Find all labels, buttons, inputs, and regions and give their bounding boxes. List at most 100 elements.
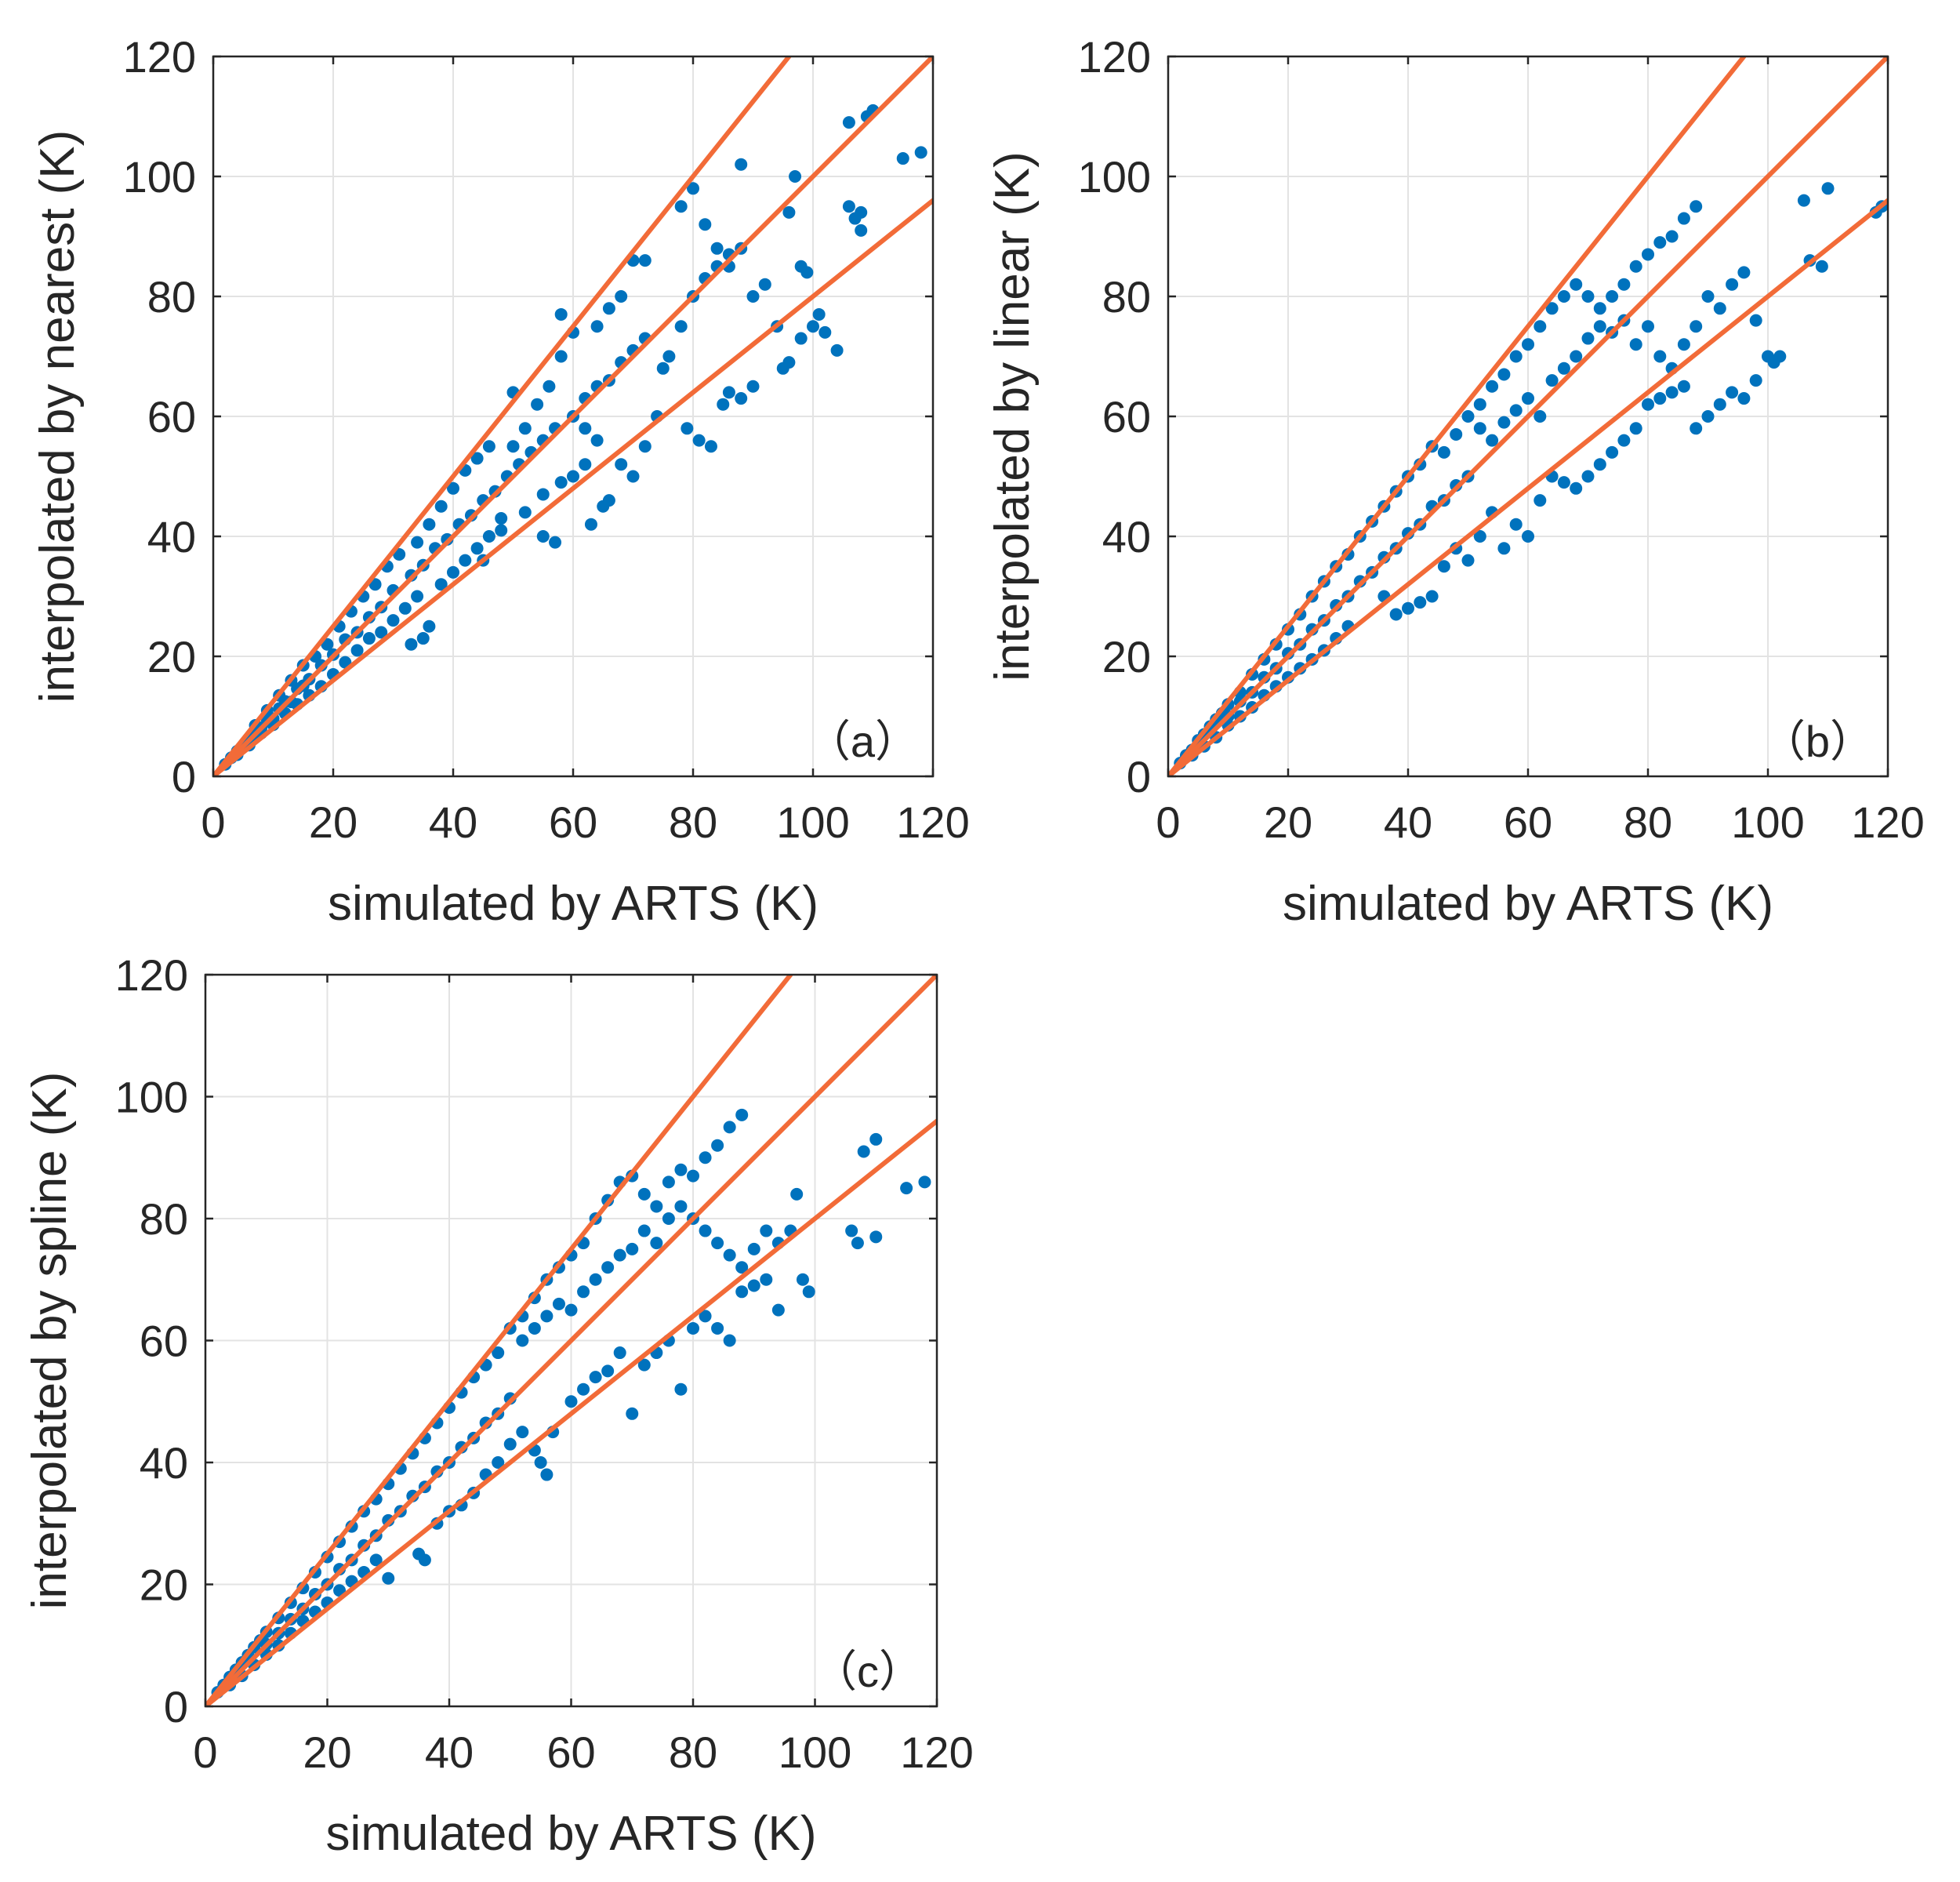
data-point — [382, 1571, 395, 1585]
data-point — [681, 422, 694, 435]
data-point — [1473, 398, 1486, 411]
data-point — [1749, 314, 1762, 327]
data-point — [423, 619, 436, 633]
data-point — [1486, 434, 1499, 447]
data-point — [1653, 392, 1667, 405]
data-point — [1726, 278, 1739, 291]
data-point — [589, 1371, 602, 1384]
x-tick-label: 120 — [896, 797, 969, 847]
data-point — [434, 500, 448, 513]
data-point — [1749, 374, 1762, 387]
data-point — [638, 254, 652, 267]
y-tick-label: 0 — [1127, 752, 1151, 801]
panel-label: （b） — [1762, 717, 1874, 766]
data-point — [1821, 182, 1835, 195]
data-point — [1570, 278, 1583, 291]
data-point — [851, 1237, 864, 1250]
data-point — [423, 518, 436, 531]
data-point — [601, 1261, 615, 1274]
data-point — [516, 1426, 529, 1439]
data-point — [369, 1553, 383, 1567]
data-point — [579, 458, 592, 471]
panel-label: （a） — [807, 717, 919, 766]
reference-lines — [1168, 56, 1888, 776]
data-point — [362, 632, 376, 645]
data-point — [758, 278, 771, 291]
data-point — [1534, 410, 1547, 423]
data-point — [1414, 596, 1427, 609]
chart-panel-1: 0 20 40 60 80 100 120 0 20 40 60 80 100 120 simulated … — [31, 32, 970, 931]
data-point — [1402, 601, 1414, 615]
x-tick-label: 0 — [201, 797, 225, 847]
data-point — [1557, 476, 1570, 489]
data-point — [1509, 518, 1523, 531]
data-point — [842, 200, 855, 213]
data-point — [1642, 320, 1654, 333]
data-point — [1701, 410, 1715, 423]
data-point — [807, 320, 819, 333]
y-tick-label: 80 — [140, 1194, 188, 1244]
y-tick-label: 20 — [147, 632, 196, 681]
data-point — [735, 392, 748, 405]
data-point — [531, 398, 544, 411]
data-point — [711, 1321, 724, 1335]
data-point — [692, 434, 706, 447]
data-point — [1677, 380, 1690, 393]
data-point — [1497, 542, 1511, 555]
data-point — [528, 1321, 541, 1335]
y-tick-label: 100 — [1078, 152, 1151, 202]
y-axis-label: interpolated by spline (K) — [23, 1072, 77, 1610]
data-point — [411, 536, 424, 549]
data-point — [1797, 194, 1810, 207]
reference-lines — [213, 56, 933, 776]
data-point — [699, 218, 712, 231]
data-point — [1593, 320, 1606, 333]
data-point — [626, 1407, 639, 1420]
x-tick-label: 0 — [193, 1728, 217, 1777]
reference-line-1 — [205, 975, 793, 1706]
data-point — [1570, 350, 1583, 363]
data-point — [1461, 410, 1475, 423]
data-point — [1557, 290, 1570, 303]
data-point — [613, 1346, 626, 1360]
data-point — [411, 590, 424, 603]
x-tick-label: 60 — [549, 797, 597, 847]
data-point — [1690, 200, 1703, 213]
x-tick-label: 0 — [1156, 797, 1180, 847]
x-tick-label: 60 — [1504, 797, 1552, 847]
x-tick-label: 120 — [900, 1728, 973, 1777]
data-point — [869, 1230, 883, 1244]
data-point — [782, 356, 796, 369]
chart-panel-3: 0 20 40 60 80 100 120 0 20 40 60 80 100 120 simulated … — [23, 950, 974, 1861]
data-point — [637, 1358, 651, 1372]
data-point — [626, 1242, 639, 1255]
data-point — [434, 578, 448, 591]
data-point — [1473, 530, 1486, 543]
data-point — [1617, 278, 1631, 291]
y-tick-label: 100 — [115, 1073, 188, 1122]
y-tick-label: 60 — [147, 392, 196, 441]
data-point — [735, 1108, 749, 1121]
y-tick-label: 120 — [115, 950, 188, 1000]
data-point — [516, 1334, 529, 1347]
data-point — [900, 1182, 913, 1195]
data-point — [723, 1248, 736, 1262]
data-point — [482, 440, 495, 453]
data-point — [735, 1285, 749, 1299]
data-point — [842, 116, 855, 129]
data-point — [699, 1151, 712, 1164]
y-tick-label: 80 — [147, 272, 196, 322]
data-point — [350, 644, 364, 657]
data-point — [1713, 398, 1726, 411]
data-point — [802, 1285, 815, 1299]
data-point — [1653, 350, 1667, 363]
data-point — [796, 1273, 809, 1286]
data-point — [602, 494, 615, 507]
data-point — [896, 152, 909, 165]
x-tick-label: 60 — [546, 1728, 595, 1777]
data-point — [914, 146, 927, 159]
data-point — [735, 1261, 749, 1274]
data-point — [746, 290, 760, 303]
data-point — [615, 458, 628, 471]
reference-line-2 — [213, 56, 933, 776]
